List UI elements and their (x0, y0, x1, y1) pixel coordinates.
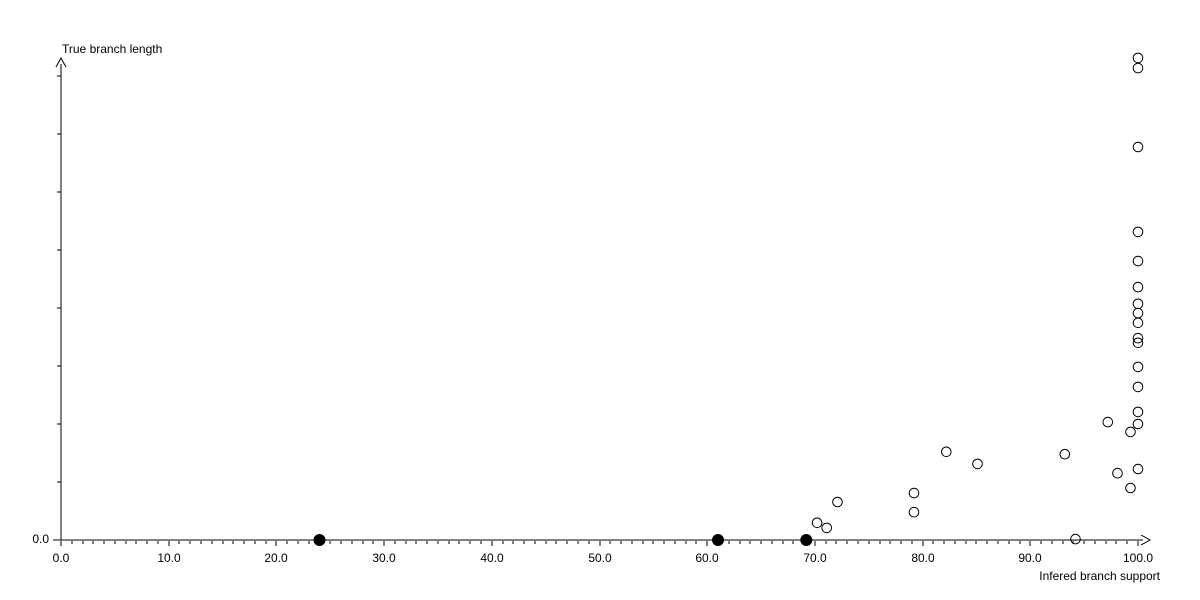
y-axis-title: True branch length (62, 42, 163, 56)
x-tick-label: 10.0 (157, 551, 181, 565)
data-point-open (1125, 482, 1136, 494)
data-point-open (1132, 317, 1144, 329)
data-point-open (908, 506, 920, 518)
data-point-open (1132, 52, 1144, 64)
data-point-open (908, 487, 920, 499)
x-axis-arrowhead (1140, 534, 1152, 546)
data-point-open (1125, 426, 1136, 438)
data-point-open (821, 522, 833, 534)
x-axis-title: Infered branch support (1039, 569, 1160, 583)
data-point-filled (712, 534, 724, 546)
data-point-open (1132, 361, 1144, 373)
y-axis-arrowhead (55, 56, 67, 68)
data-point-open (1132, 298, 1144, 310)
x-tick-label: 20.0 (264, 551, 288, 565)
x-tick-label: 60.0 (695, 551, 719, 565)
data-point-open (1132, 226, 1144, 238)
x-tick-label: 30.0 (372, 551, 396, 565)
x-tick-label: 100.0 (1123, 551, 1153, 565)
data-point-open (1132, 255, 1144, 267)
x-tick-label: 80.0 (911, 551, 935, 565)
data-point-open (1132, 281, 1144, 293)
data-point-open (832, 496, 843, 508)
data-point-open (972, 458, 983, 470)
data-point-open (1132, 307, 1144, 319)
data-point-open (1112, 467, 1123, 479)
y-tick-label: 0.0 (32, 532, 49, 546)
data-point-open (1059, 448, 1071, 460)
data-point-open (811, 517, 823, 529)
data-point-open (1132, 337, 1144, 349)
data-point-open (1070, 533, 1081, 545)
x-tick-label: 70.0 (803, 551, 827, 565)
data-point-open (1132, 463, 1144, 475)
data-point-open (1132, 381, 1144, 393)
data-point-open (1132, 406, 1144, 418)
data-point-filled (313, 534, 326, 546)
data-point-open (1132, 141, 1144, 153)
data-point-open (1102, 416, 1114, 428)
data-point-open (1132, 62, 1144, 74)
data-point-open (1132, 418, 1144, 430)
data-point-filled (800, 534, 813, 546)
x-tick-label: 0.0 (53, 551, 70, 565)
x-tick-label: 50.0 (588, 551, 612, 565)
x-tick-label: 40.0 (480, 551, 504, 565)
data-point-open (941, 446, 952, 458)
data-point-open (1132, 332, 1144, 344)
x-tick-label: 90.0 (1018, 551, 1042, 565)
